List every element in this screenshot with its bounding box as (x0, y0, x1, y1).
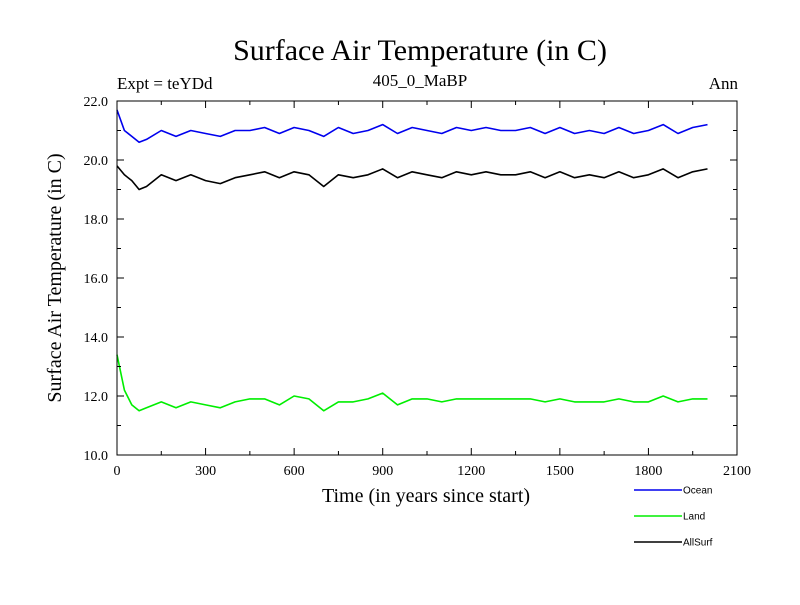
y-tick-label: 22.0 (84, 95, 109, 110)
y-tick-label: 10.0 (84, 449, 109, 464)
x-tick-label: 900 (372, 464, 393, 479)
axis-ticks: 0 300 600 900 1200 1500 1800 2100 10.0 12.0 14.0 16… (84, 95, 752, 479)
x-tick-label: 0 (114, 464, 121, 479)
x-tick-label: 300 (195, 464, 216, 479)
series-layer (116, 109, 708, 412)
series-line-allsurf (116, 165, 708, 191)
x-axis-label: Time (in years since start) (322, 485, 530, 507)
season-label: Ann (709, 74, 739, 93)
series-line-ocean (116, 109, 708, 144)
x-tick-label: 1200 (457, 464, 485, 479)
y-tick-label: 16.0 (84, 272, 109, 287)
period-label: 405_0_MaBP (373, 71, 467, 90)
experiment-label: Expt = teYDd (117, 74, 213, 93)
x-tick-label: 2100 (723, 464, 751, 479)
legend-label-allsurf: AllSurf (683, 538, 713, 549)
legend-label-land: Land (683, 512, 705, 523)
y-axis-label: Surface Air Temperature (in C) (44, 153, 66, 402)
x-tick-label: 1800 (634, 464, 662, 479)
legend-label-ocean: Ocean (683, 486, 712, 497)
y-tick-label: 14.0 (84, 331, 109, 346)
x-tick-label: 1500 (546, 464, 574, 479)
x-tick-label: 600 (284, 464, 305, 479)
series-line-land (116, 354, 708, 412)
y-tick-label: 12.0 (84, 390, 109, 405)
chart-title: Surface Air Temperature (in C) (233, 34, 607, 67)
y-tick-label: 18.0 (84, 213, 109, 228)
legend: Ocean Land AllSurf (634, 486, 713, 549)
y-tick-label: 20.0 (84, 154, 109, 169)
